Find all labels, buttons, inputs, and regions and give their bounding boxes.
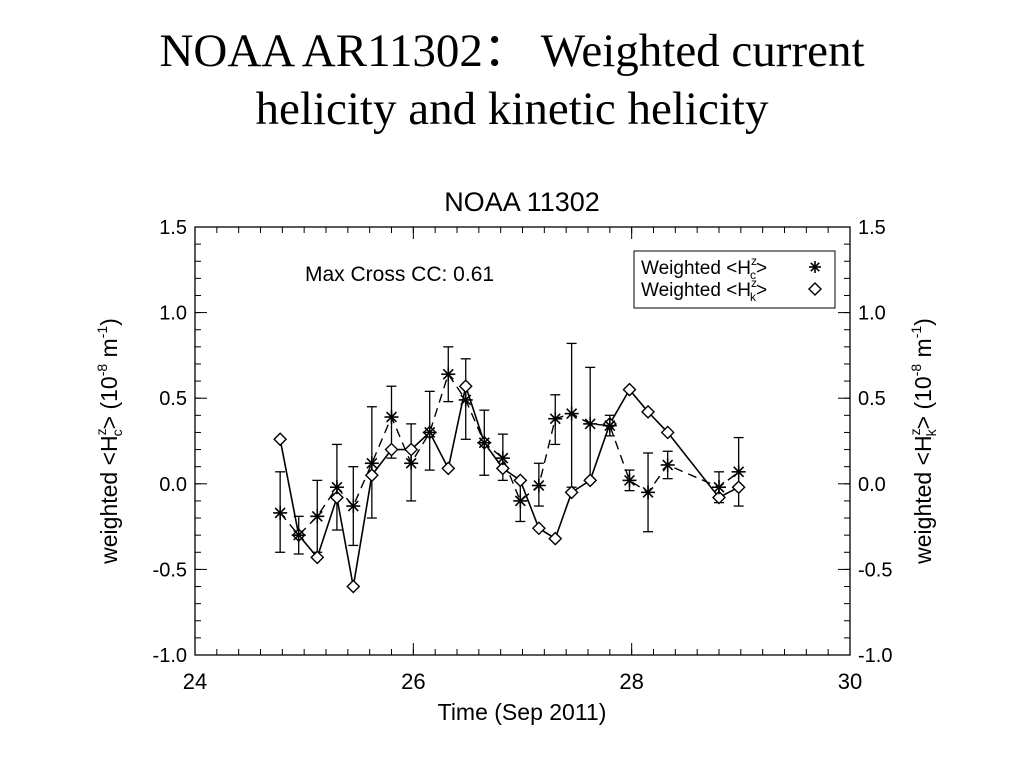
- y-tick-label-left: -0.5: [153, 559, 187, 581]
- y-tick-label-left: 0.0: [159, 474, 187, 496]
- current-helicity-point: [564, 406, 579, 421]
- x-tick-label: 30: [838, 669, 862, 694]
- x-tick-label: 24: [183, 669, 207, 694]
- y-tick-label-right: -1.0: [858, 645, 892, 667]
- current-helicity-point: [291, 528, 306, 543]
- kinetic-helicity-point: [346, 579, 361, 594]
- x-axis-label: Time (Sep 2011): [438, 699, 607, 725]
- kinetic-helicity-point: [329, 490, 344, 505]
- x-tick-label: 26: [401, 669, 425, 694]
- current-helicity-point: [731, 464, 746, 479]
- slide-title-line-1: NOAA AR11302： Weighted current: [159, 25, 865, 77]
- axis-ticks: -1.0 -1.0 -0.5 -0.5 0.0 0.0 0.5 0.5 1.0 1.0 1.5 1.5…: [153, 217, 893, 694]
- kinetic-helicity-point: [641, 404, 656, 419]
- kinetic-helicity-point: [404, 442, 419, 457]
- kinetic-helicity-point: [712, 490, 726, 505]
- current-helicity-point: [622, 473, 637, 488]
- current-helicity-point: [477, 435, 492, 450]
- legend-entry-current-marker: [809, 261, 821, 273]
- chart-annotation: Max Cross CC: 0.61: [305, 263, 494, 286]
- kinetic-helicity-point: [583, 473, 598, 488]
- legend-entry-kinetic: Weighted <Hz k>: [641, 276, 767, 304]
- y-tick-label-right: 0.0: [858, 474, 886, 496]
- kinetic-helicity-point: [441, 461, 456, 476]
- y-tick-label-left: 1.0: [159, 303, 187, 325]
- current-helicity-point: [458, 392, 473, 407]
- current-helicity-point: [346, 499, 361, 514]
- current-helicity-point: [712, 480, 726, 495]
- kinetic-helicity-point: [660, 425, 675, 440]
- series-layer: [273, 342, 746, 594]
- kinetic-helicity-line: [279, 383, 740, 587]
- current-helicity-point: [513, 493, 528, 508]
- slide-title: NOAA AR11302： Weighted current helicity …: [0, 22, 1024, 138]
- kinetic-helicity-point: [731, 480, 746, 495]
- chart-title: NOAA 11302: [444, 187, 600, 217]
- current-helicity-point: [641, 485, 656, 500]
- y-tick-label-left: 0.5: [159, 388, 187, 410]
- current-helicity-point: [422, 425, 437, 440]
- legend: Weighted <Hz c> Weighted <Hz k>: [633, 250, 836, 309]
- y-tick-label-right: -0.5: [858, 559, 892, 581]
- legend-box: [633, 250, 836, 309]
- kinetic-helicity-point: [384, 442, 399, 457]
- current-helicity-point: [273, 505, 288, 520]
- kinetic-helicity-point: [564, 485, 579, 500]
- kinetic-helicity-point: [513, 473, 528, 488]
- current-helicity-point: [602, 418, 617, 433]
- slide-title-line-2: helicity and kinetic helicity: [255, 83, 769, 135]
- current-helicity-point: [364, 456, 379, 471]
- y-axis-label-left: weighted <Hzc> (10-8 m-1): [93, 318, 125, 565]
- current-helicity-point: [660, 457, 675, 472]
- current-helicity-point: [548, 411, 563, 426]
- current-helicity-point: [531, 478, 546, 493]
- y-tick-label-right: 0.5: [858, 388, 886, 410]
- legend-entry-current: Weighted <Hz c>: [641, 254, 767, 282]
- x-tick-label: 28: [619, 669, 643, 694]
- current-helicity-point: [384, 410, 399, 425]
- current-helicity-point: [329, 480, 344, 495]
- y-tick-label-left: 1.5: [159, 217, 187, 239]
- current-helicity-point: [441, 367, 456, 382]
- kinetic-helicity-point: [364, 468, 379, 483]
- current-helicity-point: [495, 451, 510, 466]
- legend-entry-kinetic-marker: [808, 282, 822, 296]
- kinetic-helicity-point: [458, 379, 473, 394]
- kinetic-helicity-point: [310, 550, 325, 565]
- y-axis-label-right: weighted <Hzk> (10-8 m-1): [907, 318, 939, 565]
- y-tick-label-right: 1.5: [858, 217, 886, 239]
- current-helicity-point: [583, 416, 598, 431]
- kinetic-helicity-point: [622, 382, 637, 397]
- y-tick-label-left: -1.0: [153, 645, 187, 667]
- kinetic-helicity-point: [495, 461, 510, 476]
- current-helicity-point: [404, 456, 419, 471]
- kinetic-helicity-point: [548, 531, 563, 546]
- y-tick-label-right: 1.0: [858, 303, 886, 325]
- current-helicity-point: [310, 509, 325, 524]
- kinetic-helicity-point: [531, 521, 546, 536]
- kinetic-helicity-point: [273, 432, 288, 447]
